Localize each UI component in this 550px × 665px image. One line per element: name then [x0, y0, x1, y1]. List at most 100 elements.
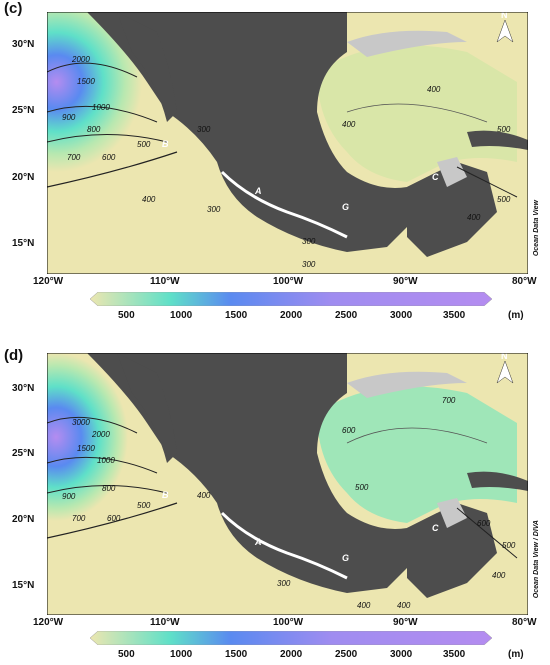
- lon-label-120w: 120°W: [33, 617, 64, 628]
- site-label-g: G: [342, 202, 349, 212]
- contour-label: 1000: [92, 103, 110, 112]
- contour-label: 900: [62, 113, 76, 122]
- colorbar: [90, 631, 492, 645]
- panel-c: (c) 30°N 25°N 20°N 15°N: [0, 0, 550, 330]
- site-label-a: A: [254, 537, 262, 547]
- lat-label-20n: 20°N: [12, 514, 35, 525]
- contour-label: 600: [107, 514, 121, 523]
- gulf-of-mexico: [317, 45, 517, 183]
- colorbar-tick: 1000: [170, 649, 193, 660]
- site-label-g: G: [342, 553, 349, 563]
- lat-label-15n: 15°N: [12, 238, 35, 249]
- contour-line: [46, 105, 158, 123]
- site-label-c: C: [432, 172, 439, 182]
- contour-label: 400: [342, 120, 356, 129]
- contour-label: 400: [357, 601, 371, 610]
- map-credit: Ocean Data View: [533, 200, 540, 257]
- yucatan-central-america: [407, 503, 497, 598]
- contour-label: 2000: [91, 430, 110, 439]
- contour-label: 400: [397, 601, 411, 610]
- contour-line: [456, 507, 518, 559]
- colorbar-tick: 1500: [225, 310, 248, 321]
- north-label: N: [501, 12, 508, 20]
- contour-label: 700: [67, 153, 81, 162]
- contour-line: [46, 456, 158, 474]
- cuba: [467, 130, 528, 150]
- lon-label-90w: 90°W: [393, 617, 418, 628]
- colorbar-tick: 1500: [225, 649, 248, 660]
- colorbar-tick: 3500: [443, 310, 466, 321]
- contour-label: 300: [302, 260, 316, 269]
- lat-label-25n: 25°N: [12, 105, 35, 116]
- contour-label: 400: [427, 85, 441, 94]
- panel-d: (d) 30°N 25°N 20°N 15°N: [0, 335, 550, 665]
- lat-label-20n: 20°N: [12, 172, 35, 183]
- colorbar-tick: 500: [118, 310, 135, 321]
- contour-label: 800: [87, 125, 101, 134]
- contour-line: [46, 502, 178, 539]
- colorbar-unit: (m): [508, 649, 524, 660]
- contour-label: 2000: [71, 55, 90, 64]
- colorbar: [90, 292, 492, 306]
- colorbar-tick: 2000: [280, 310, 303, 321]
- map-svg: 2000 1500 1000 900 800 700 600 500 400 3…: [46, 10, 529, 275]
- lon-label-80w: 80°W: [512, 617, 537, 628]
- colorbar-tick: 500: [118, 649, 135, 660]
- north-arrow-icon: N: [496, 10, 514, 43]
- site-label-c: C: [432, 523, 439, 533]
- contour-label: 1500: [77, 444, 95, 453]
- lat-label-30n: 30°N: [12, 383, 35, 394]
- contour-label: 3000: [72, 418, 90, 427]
- north-arrow-icon: N: [496, 351, 514, 384]
- contour-label: 700: [72, 514, 86, 523]
- lat-label-25n: 25°N: [12, 448, 35, 459]
- map-area: 2000 1500 1000 900 800 700 600 500 400 3…: [46, 10, 529, 275]
- colorbar-tick: 3000: [390, 649, 413, 660]
- colorbar-unit: (m): [508, 310, 524, 321]
- contour-label: 1500: [77, 77, 95, 86]
- contour-line: [346, 427, 488, 444]
- lon-label-100w: 100°W: [273, 617, 304, 628]
- mexico-land: [87, 353, 442, 593]
- contour-line: [46, 416, 138, 434]
- contour-label: 600: [477, 519, 491, 528]
- contour-label: 500: [497, 195, 511, 204]
- sampling-track: [220, 511, 348, 580]
- panel-label: (c): [4, 0, 23, 17]
- contour-label: 400: [142, 195, 156, 204]
- map-credit: Ocean Data View / DIVA: [533, 520, 540, 599]
- contour-label: 300: [197, 125, 211, 134]
- contour-line: [46, 134, 168, 143]
- shelf-north: [347, 30, 467, 57]
- colorbar-tick: 3000: [390, 310, 413, 321]
- contour-label: 300: [302, 237, 316, 246]
- colorbar-tick: 3500: [443, 649, 466, 660]
- colorbar-tick: 2000: [280, 649, 303, 660]
- sampling-track: [220, 170, 348, 239]
- contour-label: 500: [502, 541, 516, 550]
- contour-line: [46, 151, 178, 188]
- site-label-b: B: [162, 139, 169, 149]
- contour-label: 800: [102, 484, 116, 493]
- contour-label: 400: [492, 571, 506, 580]
- lat-label-15n: 15°N: [12, 580, 35, 591]
- contour-label: 600: [102, 153, 116, 162]
- lon-label-90w: 90°W: [393, 276, 418, 287]
- contour-label: 400: [467, 213, 481, 222]
- map-svg: 3000 2000 1500 1000 900 800 700 600 500 …: [46, 351, 529, 616]
- map-area: 3000 2000 1500 1000 900 800 700 600 500 …: [46, 351, 529, 616]
- lon-label-110w: 110°W: [150, 276, 180, 287]
- contour-label: 900: [62, 492, 76, 501]
- cuba: [467, 471, 528, 491]
- lon-label-120w: 120°W: [33, 276, 64, 287]
- lon-label-110w: 110°W: [150, 617, 180, 628]
- contour-line: [46, 485, 168, 494]
- shelf-yucatan: [437, 157, 467, 187]
- baja-peninsula: [117, 353, 177, 463]
- yucatan-central-america: [407, 162, 497, 257]
- contour-line: [46, 62, 138, 78]
- contour-line: [346, 103, 488, 123]
- lon-label-100w: 100°W: [273, 276, 304, 287]
- contour-label: 400: [197, 491, 211, 500]
- contour-label: 500: [355, 483, 369, 492]
